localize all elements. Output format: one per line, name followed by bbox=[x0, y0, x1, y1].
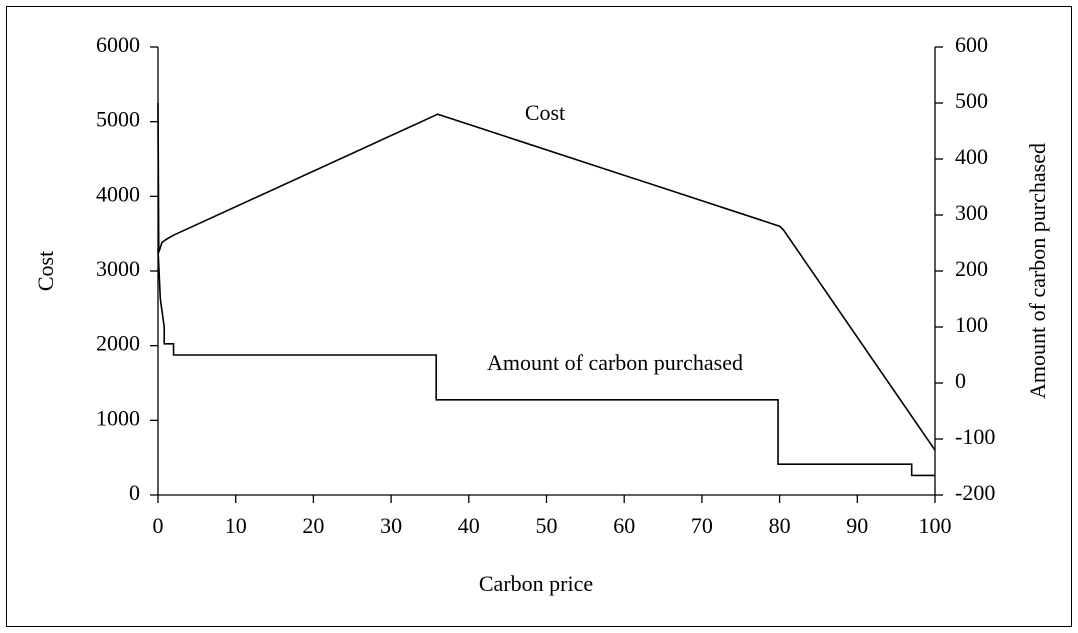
x-tick-label: 20 bbox=[302, 513, 324, 538]
y-tick-label: 1000 bbox=[96, 405, 140, 430]
frame bbox=[6, 6, 1072, 627]
y-tick-label: 0 bbox=[129, 480, 140, 505]
x-tick-label: 60 bbox=[613, 513, 635, 538]
y-tick-label: 3000 bbox=[96, 256, 140, 281]
y-tick-label: 5000 bbox=[96, 107, 140, 132]
y2-tick-label: 100 bbox=[955, 312, 988, 337]
x-tick-label: 50 bbox=[536, 513, 558, 538]
x-tick-label: 10 bbox=[225, 513, 247, 538]
y-tick-label: 4000 bbox=[96, 181, 140, 206]
x-tick-label: 40 bbox=[458, 513, 480, 538]
x-axis-label: Carbon price bbox=[479, 571, 593, 596]
series-annotation: Amount of carbon purchased bbox=[487, 350, 743, 375]
y2-tick-label: 0 bbox=[955, 368, 966, 393]
x-tick-label: 100 bbox=[919, 513, 952, 538]
y2-tick-label: 400 bbox=[955, 144, 988, 169]
y2-tick-label: 600 bbox=[955, 32, 988, 57]
x-tick-label: 30 bbox=[380, 513, 402, 538]
series-annotation: Cost bbox=[525, 100, 565, 125]
y2-tick-label: 200 bbox=[955, 256, 988, 281]
y2-tick-label: 500 bbox=[955, 88, 988, 113]
y2-axis-label: Amount of carbon purchased bbox=[1025, 143, 1050, 399]
series-line bbox=[157, 102, 936, 451]
y-tick-label: 2000 bbox=[96, 331, 140, 356]
y2-tick-label: -200 bbox=[955, 480, 995, 505]
x-tick-label: 90 bbox=[846, 513, 868, 538]
series-line bbox=[157, 248, 935, 477]
x-tick-label: 0 bbox=[153, 513, 164, 538]
y2-tick-label: -100 bbox=[955, 424, 995, 449]
y-axis-label: Cost bbox=[33, 251, 58, 291]
y2-tick-label: 300 bbox=[955, 200, 988, 225]
y-tick-label: 6000 bbox=[96, 32, 140, 57]
x-tick-label: 70 bbox=[691, 513, 713, 538]
x-tick-label: 80 bbox=[769, 513, 791, 538]
